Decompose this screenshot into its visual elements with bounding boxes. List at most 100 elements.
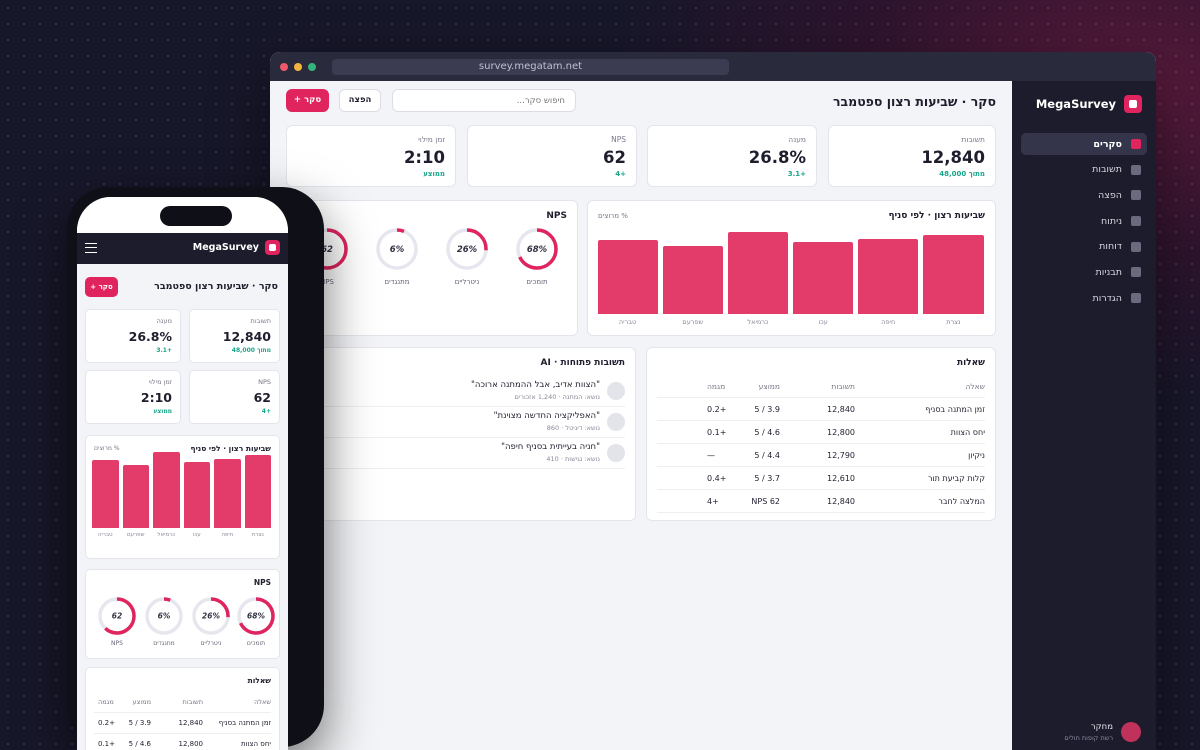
table-row[interactable]: זמן המתנה בסניף 12,840 3.9 / 5 +0.2 xyxy=(657,398,985,421)
donut-value: 6% xyxy=(158,612,171,621)
sidebar-item-label: הגדרות xyxy=(1092,292,1122,304)
table-row[interactable]: יחס הצוות 12,800 4.6 / 5 +0.1 xyxy=(657,421,985,444)
sidebar-item-distribution[interactable]: הפצה xyxy=(1021,184,1147,206)
nps-donut: 6% xyxy=(145,597,183,635)
phone-kpi-responses: תשובות 12,840 מתוך 48,000 xyxy=(189,309,280,363)
reports-icon xyxy=(1131,241,1141,252)
phone-satisfaction-chart-card: שביעות רצון · לפי סניף % מרוצים נצרת חיפה… xyxy=(85,435,280,559)
column-header: תשובות xyxy=(182,698,203,706)
column-header: ממוצע xyxy=(758,382,780,391)
table-cell: 12,610 xyxy=(827,474,855,483)
phone-new-survey-button[interactable]: + סקר xyxy=(85,277,118,297)
questions-card: שאלות שאלה תשובות ממוצע מגמה זמן המתנה בסניף… xyxy=(646,347,996,521)
open-answer-item[interactable]: "חניה בעייתית בסניף חיפה" נושא: נגישות · … xyxy=(297,438,625,469)
hamburger-menu-icon[interactable] xyxy=(85,243,97,253)
table-row[interactable]: המלצה לחבר 12,840 NPS 62 +4 xyxy=(657,490,985,513)
chart-bar-label: טבריה xyxy=(618,318,637,326)
kpi-label: מענה xyxy=(156,317,172,325)
kpi-sub: +3.1 xyxy=(787,170,806,178)
chart-bar xyxy=(727,231,788,314)
analysis-icon xyxy=(1131,216,1141,227)
table-cell: 4.6 / 5 xyxy=(128,740,151,748)
phone-kpi-nps: NPS 62 +4 xyxy=(189,370,280,424)
open-answers-title: תשובות פתוחות · AI xyxy=(540,358,625,368)
donut-arc xyxy=(516,228,558,270)
sidebar-item-surveys[interactable]: סקרים xyxy=(1021,133,1147,155)
brand-name: MegaSurvey xyxy=(192,242,259,253)
phone-brand[interactable]: MegaSurvey xyxy=(193,240,280,255)
donut-arc xyxy=(376,228,418,270)
kpi-sub: מתוך 48,000 xyxy=(939,170,985,178)
sidebar-item-analysis[interactable]: ניתוח xyxy=(1021,210,1147,232)
questions-title: שאלות xyxy=(247,676,271,685)
donut-label: NPS xyxy=(111,640,123,647)
chart-bar xyxy=(92,459,119,528)
search-input[interactable] xyxy=(392,89,576,112)
nps-title: NPS xyxy=(546,211,567,221)
sidebar-item-responses[interactable]: תשובות xyxy=(1021,159,1147,181)
kpi-value: 2:10 xyxy=(403,148,445,167)
chart-bar-label: כרמיאל xyxy=(157,532,176,538)
table-row[interactable]: ניקיון 12,790 4.4 / 5 — xyxy=(657,444,985,467)
table-cell: 3.9 / 5 xyxy=(754,405,780,414)
distribution-icon xyxy=(1131,190,1141,201)
brand[interactable]: MegaSurvey xyxy=(1036,95,1142,113)
donut-label: תומכים xyxy=(526,278,548,286)
kpi-value: 62 xyxy=(253,390,271,405)
kpi-value: 26.8% xyxy=(748,148,806,167)
table-row[interactable]: יחס הצוות 12,800 4.6 / 5 +0.1 xyxy=(94,734,271,750)
table-cell: 4.4 / 5 xyxy=(754,451,780,460)
user-profile[interactable]: מחקר רשת קופות חולים xyxy=(1064,722,1141,742)
chart-note: % מרוצים xyxy=(94,445,120,452)
donut-value: 26% xyxy=(457,245,478,255)
table-cell: +0.1 xyxy=(98,740,116,748)
open-answer-item[interactable]: "האפליקציה החדשה מצוינת" נושא: דיגיטל · 8… xyxy=(297,407,625,438)
table-cell: קלות קביעת תור xyxy=(927,474,985,483)
answer-meta: נושא: המתנה · 1,240 אזכורים xyxy=(514,393,600,401)
chart-bar-label: נצרת xyxy=(251,532,264,538)
open-answers-card: תשובות פתוחות · AI "הצוות אדיב, אבל ההמת… xyxy=(286,347,636,521)
kpi-label: NPS xyxy=(611,135,626,144)
table-cell: 12,800 xyxy=(827,428,855,437)
chart-title: שביעות רצון · לפי סניף xyxy=(888,211,985,221)
kpi-value: 62 xyxy=(603,148,626,167)
table-cell: זמן המתנה בסניף xyxy=(218,719,271,727)
table-row[interactable]: זמן המתנה בסניף 12,840 3.9 / 5 +0.2 xyxy=(94,713,271,734)
surveys-icon xyxy=(1131,139,1141,149)
table-row[interactable]: קלות קביעת תור 12,610 3.7 / 5 +0.4 xyxy=(657,467,985,490)
sidebar-item-reports[interactable]: דוחות xyxy=(1021,236,1147,258)
open-answer-item[interactable]: "הצוות אדיב, אבל ההמתנה ארוכה" נושא: המתנ… xyxy=(297,376,625,407)
table-cell: 12,800 xyxy=(178,740,204,748)
distribute-button[interactable]: הפצה xyxy=(339,89,381,112)
table-cell: +4 xyxy=(707,497,719,506)
close-window-dot[interactable] xyxy=(280,63,288,71)
minimize-window-dot[interactable] xyxy=(294,63,302,71)
chart-bar-label: עכו xyxy=(192,532,201,538)
dynamic-island xyxy=(160,206,232,226)
donut-arc xyxy=(237,597,275,635)
sidebar-item-label: תבניות xyxy=(1095,266,1123,278)
table-cell: 3.9 / 5 xyxy=(128,719,151,727)
donut-arc xyxy=(145,597,183,635)
nps-donut: 68% xyxy=(237,597,275,635)
maximize-window-dot[interactable] xyxy=(308,63,316,71)
answer-avatar-icon xyxy=(607,382,625,400)
new-survey-button[interactable]: + סקר xyxy=(286,89,329,112)
donut-label: NPS xyxy=(320,278,334,286)
kpi-sub: +4 xyxy=(261,408,271,415)
donut-value: 68% xyxy=(527,245,548,255)
chart-bar xyxy=(183,461,210,528)
brand-name: MegaSurvey xyxy=(1035,97,1116,111)
sidebar-item-settings[interactable]: הגדרות xyxy=(1021,287,1147,309)
address-bar[interactable]: survey.megatam.net xyxy=(332,59,729,75)
avatar xyxy=(1121,722,1141,742)
chart-bar-label: עכו xyxy=(818,318,828,326)
kpi-sub: ממוצע xyxy=(423,170,445,178)
window-titlebar: survey.megatam.net xyxy=(270,52,1156,81)
sidebar-item-templates[interactable]: תבניות xyxy=(1021,261,1147,283)
table-cell: יחס הצוות xyxy=(240,740,271,748)
table-cell: — xyxy=(707,451,715,460)
answer-quote: "הצוות אדיב, אבל ההמתנה ארוכה" xyxy=(471,380,600,390)
sidebar-item-label: הפצה xyxy=(1098,189,1122,201)
chart-bar xyxy=(122,465,149,528)
